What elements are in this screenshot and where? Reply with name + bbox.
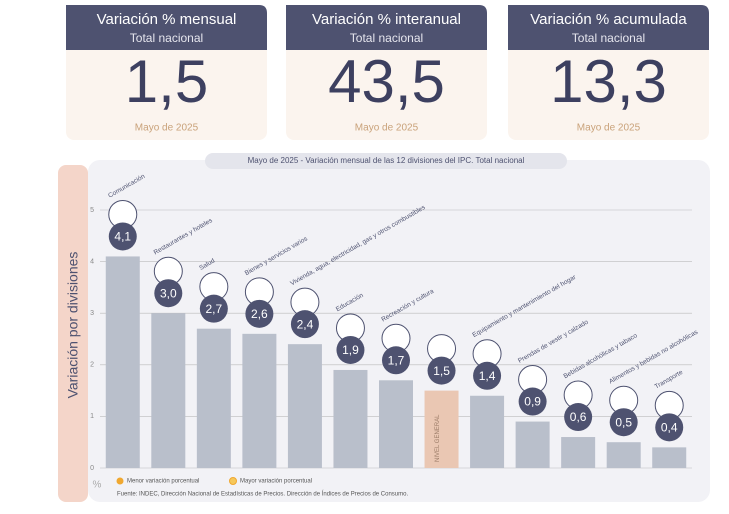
value-label: 4,1 xyxy=(114,230,131,244)
value-label: 0,5 xyxy=(615,415,632,429)
y-tick-label: 4 xyxy=(90,258,94,265)
legend-dot xyxy=(116,477,124,485)
source: Fuente: INDEC, Dirección Nacional de Est… xyxy=(117,491,408,498)
legend-entry: Menor variación porcentual xyxy=(127,479,199,485)
bar xyxy=(515,421,550,468)
y-tick-label: 5 xyxy=(90,207,94,214)
legend-entry: Mayor variación porcentual xyxy=(240,479,312,485)
value-label: 0,9 xyxy=(524,395,541,409)
value-label: 1,4 xyxy=(479,369,496,383)
value-badge xyxy=(518,387,547,416)
bar xyxy=(652,447,687,468)
value-label: 2,7 xyxy=(206,302,223,316)
value-badge xyxy=(382,346,410,375)
card-date: Mayo de 2025 xyxy=(135,123,199,134)
bar xyxy=(242,333,277,468)
bar xyxy=(151,313,186,468)
y-tick-label: 2 xyxy=(90,362,94,369)
card-value: 43,5 xyxy=(328,48,445,115)
y-tick-label: 1 xyxy=(90,413,94,420)
value-badge xyxy=(427,356,456,385)
chart-title: Mayo de 2025 - Variación mensual de las … xyxy=(248,156,525,165)
bar xyxy=(333,369,368,468)
y-tick-label: 3 xyxy=(90,310,94,317)
legend-dot xyxy=(229,477,237,485)
value-badge xyxy=(199,294,228,323)
card-subtitle: Total nacional xyxy=(572,31,645,45)
y-tick-label: 0 xyxy=(90,465,94,472)
bar xyxy=(561,437,596,468)
bar xyxy=(470,395,505,468)
value-badge xyxy=(564,403,593,432)
value-badge xyxy=(609,408,638,437)
card-title: Variación % acumulada xyxy=(530,11,687,28)
card-subtitle: Total nacional xyxy=(350,31,423,45)
card-subtitle: Total nacional xyxy=(130,31,203,45)
card-header xyxy=(66,5,267,50)
value-badge xyxy=(154,279,183,308)
value-label: 2,6 xyxy=(251,307,268,321)
value-label: 2,4 xyxy=(297,317,314,331)
bar xyxy=(196,328,231,468)
value-label: 1,7 xyxy=(388,353,405,367)
card-value: 1,5 xyxy=(125,48,208,115)
y-axis-label: Variación por divisiones xyxy=(65,252,81,399)
value-badge xyxy=(336,335,365,364)
bar xyxy=(379,380,413,468)
ylabel-band xyxy=(58,165,88,502)
card-date: Mayo de 2025 xyxy=(577,123,641,134)
bar xyxy=(606,442,641,468)
value-badge xyxy=(290,310,319,339)
value-badge xyxy=(108,222,137,251)
value-label: 1,9 xyxy=(342,343,359,357)
card-header xyxy=(286,5,487,50)
value-badge xyxy=(473,361,502,390)
card-date: Mayo de 2025 xyxy=(355,123,419,134)
card-header xyxy=(508,5,709,50)
card-title: Variación % mensual xyxy=(97,11,237,28)
category-label: NIVEL GENERAL xyxy=(435,414,441,462)
value-label: 1,5 xyxy=(433,364,450,378)
bar xyxy=(424,390,459,468)
value-badge xyxy=(655,413,684,442)
value-label: 3,0 xyxy=(160,286,177,300)
value-label: 0,4 xyxy=(661,421,678,435)
y-unit: % xyxy=(93,480,102,491)
bar xyxy=(287,344,322,468)
card-value: 13,3 xyxy=(550,48,667,115)
value-label: 0,6 xyxy=(570,410,587,424)
card-title: Variación % interanual xyxy=(312,11,461,28)
title-pill xyxy=(205,153,567,169)
value-badge xyxy=(245,299,274,328)
bar xyxy=(105,256,140,468)
